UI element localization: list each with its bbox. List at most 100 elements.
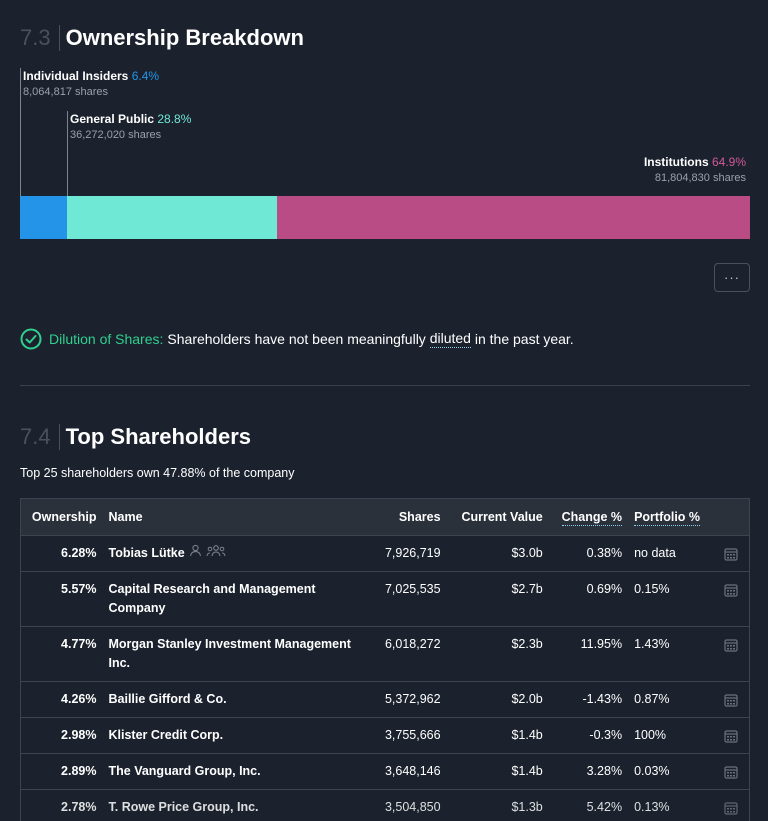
insiders-name: Individual Insiders [23, 69, 129, 83]
shareholders-table: Ownership Name Shares Current Value Chan… [20, 498, 750, 821]
portfolio-header-label[interactable]: Portfolio % [634, 510, 701, 526]
institutions-bar-segment[interactable] [277, 196, 750, 239]
column-header-current-value[interactable]: Current Value [446, 498, 549, 536]
value-cell: $2.0b [446, 681, 549, 718]
calendar-icon[interactable] [724, 546, 738, 561]
table-row[interactable]: 5.57% Capital Research and Management Com… [20, 571, 750, 627]
insiders-shares: 8,064,817 shares [23, 86, 109, 98]
ownership-cell: 5.57% [20, 571, 103, 627]
table-row[interactable]: 2.89% The Vanguard Group, Inc. 3,648,146 $1… [20, 753, 750, 790]
calendar-icon[interactable] [724, 582, 738, 597]
column-header-change[interactable]: Change % [548, 498, 629, 536]
name-cell[interactable]: Baillie Gifford & Co. [102, 681, 373, 718]
history-cell[interactable] [713, 626, 750, 682]
public-shares: 36,272,020 shares [70, 129, 162, 141]
institutions-shares: 81,804,830 shares [654, 172, 746, 184]
shares-cell: 6,018,272 [372, 626, 447, 682]
value-cell: $1.4b [446, 753, 549, 790]
insiders-bar-segment[interactable] [20, 196, 67, 239]
column-header-ownership[interactable]: Ownership [20, 498, 103, 536]
change-cell: 0.38% [548, 534, 629, 572]
shareholder-name[interactable]: Baillie Gifford & Co. [108, 692, 227, 707]
column-header-name[interactable]: Name [102, 498, 373, 536]
shareholder-name[interactable]: Tobias Lütke [108, 546, 185, 560]
portfolio-cell: no data [628, 534, 714, 572]
portfolio-cell: 100% [628, 717, 714, 754]
ownership-cell: 4.77% [20, 626, 103, 682]
calendar-icon[interactable] [724, 692, 738, 707]
dilution-check: Dilution of Shares: Shareholders have no… [20, 328, 574, 350]
dilution-text-before: Shareholders have not been meaningfully [167, 331, 426, 347]
section-title: Top Shareholders [65, 424, 251, 449]
more-options-button[interactable]: ··· [714, 263, 750, 292]
dilution-label: Dilution of Shares: [49, 331, 164, 347]
public-percent: 28.8% [157, 112, 192, 126]
public-bar-segment[interactable] [67, 196, 277, 239]
section-title: Ownership Breakdown [65, 25, 304, 50]
name-cell[interactable]: Capital Research and Management Company [102, 571, 373, 627]
shareholder-name[interactable]: The Vanguard Group, Inc. [108, 764, 261, 779]
value-cell: $3.0b [446, 534, 549, 572]
institutions-percent: 64.9% [711, 155, 746, 169]
ownership-cell: 6.28% [20, 534, 103, 572]
name-cell[interactable]: T. Rowe Price Group, Inc. [102, 789, 373, 821]
public-leader-line [67, 111, 68, 196]
history-cell[interactable] [713, 717, 750, 754]
shareholder-name[interactable]: Capital Research and Management Company [108, 582, 316, 616]
change-cell: 3.28% [548, 753, 629, 790]
table-row[interactable]: 2.98% Klister Credit Corp. 3,755,666 $1.4b -… [20, 717, 750, 754]
change-cell: 11.95% [548, 626, 629, 682]
insiders-percent: 6.4% [131, 69, 160, 83]
person-icon [189, 544, 202, 563]
value-cell: $1.3b [446, 789, 549, 821]
value-cell: $2.3b [446, 626, 549, 682]
shares-cell: 7,926,719 [372, 534, 447, 572]
history-cell[interactable] [713, 681, 750, 718]
portfolio-cell: 0.13% [628, 789, 714, 821]
insiders-leader-line [20, 68, 21, 196]
public-label: General Public 28.8% 36,272,020 shares [70, 111, 191, 143]
change-header-label[interactable]: Change % [561, 510, 623, 526]
name-cell[interactable]: Klister Credit Corp. [102, 717, 373, 754]
table-row[interactable]: 2.78% T. Rowe Price Group, Inc. 3,504,850 $… [20, 789, 750, 821]
table-row[interactable]: 4.26% Baillie Gifford & Co. 5,372,962 $2.0b… [20, 681, 750, 718]
ownership-cell: 4.26% [20, 681, 103, 718]
ownership-cell: 2.89% [20, 753, 103, 790]
change-cell: 5.42% [548, 789, 629, 821]
table-row[interactable]: 6.28% Tobias Lütke 7,926,719 $3.0b 0.38% no d… [20, 534, 750, 572]
name-cell[interactable]: Tobias Lütke [102, 534, 373, 572]
calendar-icon[interactable] [724, 800, 738, 815]
shareholder-name[interactable]: T. Rowe Price Group, Inc. [108, 800, 259, 815]
portfolio-cell: 0.87% [628, 681, 714, 718]
column-header-portfolio[interactable]: Portfolio % [628, 498, 714, 536]
table-row[interactable]: 4.77% Morgan Stanley Investment Managemen… [20, 626, 750, 682]
diluted-link[interactable]: diluted [429, 330, 471, 348]
public-name: General Public [70, 112, 155, 126]
name-cell[interactable]: The Vanguard Group, Inc. [102, 753, 373, 790]
history-cell[interactable] [713, 789, 750, 821]
section-number: 7.4 [20, 424, 60, 450]
institutions-name: Institutions [643, 155, 709, 169]
shareholder-name[interactable]: Morgan Stanley Investment Management Inc… [108, 637, 351, 671]
portfolio-cell: 0.15% [628, 571, 714, 627]
calendar-icon[interactable] [724, 637, 738, 652]
ownership-cell: 2.78% [20, 789, 103, 821]
portfolio-cell: 1.43% [628, 626, 714, 682]
dilution-text-after: in the past year. [474, 331, 574, 347]
change-cell: -0.3% [548, 717, 629, 754]
calendar-icon[interactable] [724, 764, 738, 779]
shareholder-name[interactable]: Klister Credit Corp. [108, 728, 224, 743]
column-header-shares[interactable]: Shares [372, 498, 447, 536]
history-cell[interactable] [713, 571, 750, 627]
section-divider [20, 385, 750, 386]
column-header-actions [713, 498, 750, 536]
insiders-label: Individual Insiders 6.4% 8,064,817 share… [23, 68, 159, 100]
portfolio-cell: 0.03% [628, 753, 714, 790]
group-icon [206, 544, 226, 563]
table-header-row: Ownership Name Shares Current Value Chan… [20, 498, 750, 536]
history-cell[interactable] [713, 534, 750, 572]
name-cell[interactable]: Morgan Stanley Investment Management Inc… [102, 626, 373, 682]
history-cell[interactable] [713, 753, 750, 790]
calendar-icon[interactable] [724, 728, 738, 743]
institutions-label: Institutions 64.9% 81,804,830 shares [644, 154, 746, 186]
